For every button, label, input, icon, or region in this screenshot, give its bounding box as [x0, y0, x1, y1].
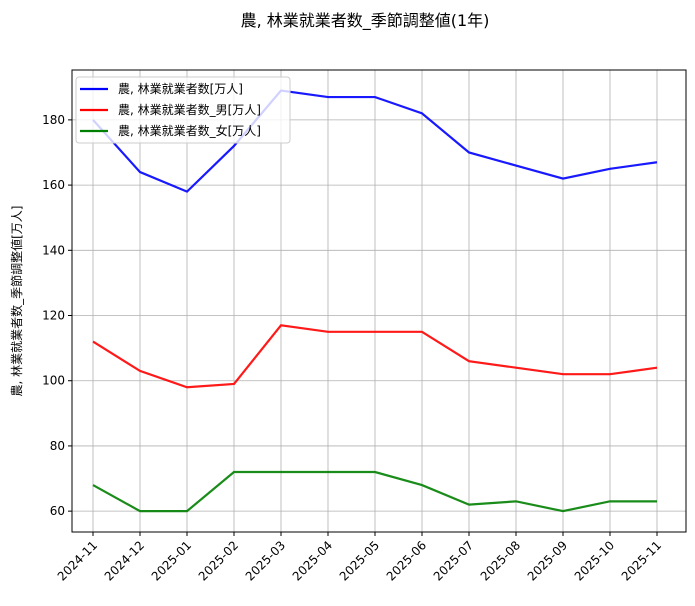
series-line-0 [92, 89, 658, 193]
x-tick-label: 2025-03 [243, 538, 288, 583]
x-tick-label: 2025-02 [196, 538, 241, 583]
series-line-1 [92, 324, 658, 389]
legend-label: 農, 林業就業者数[万人] [118, 81, 243, 96]
y-axis-label: 農, 林業就業者数_季節調整値[万人] [9, 206, 24, 397]
legend-label: 農, 林業就業者数_男[万人] [118, 102, 261, 117]
y-tick-label: 120 [42, 309, 65, 323]
y-tick-label: 80 [50, 439, 65, 453]
series-line-2 [92, 470, 657, 513]
x-tick-label: 2025-01 [149, 538, 194, 583]
x-tick-label: 2025-10 [572, 538, 617, 583]
y-tick-label: 60 [50, 504, 65, 518]
x-tick-label: 2025-07 [431, 538, 476, 583]
y-tick-label: 180 [42, 113, 65, 127]
y-tick-label: 160 [42, 178, 65, 192]
x-tick-label: 2025-06 [384, 538, 429, 583]
legend: 農, 林業就業者数[万人] 農, 林業就業者数_男[万人] 農, 林業就業者数_女[… [75, 76, 291, 144]
x-tick-label: 2025-04 [290, 538, 335, 583]
x-tick-label: 2025-11 [619, 538, 664, 583]
x-tick-label: 2024-11 [55, 538, 100, 583]
legend-label: 農, 林業就業者数_女[万人] [118, 123, 261, 138]
x-tick-label: 2024-12 [102, 538, 147, 583]
y-tick-label: 100 [42, 374, 65, 388]
x-tick-label: 2025-05 [337, 538, 382, 583]
x-tick-label: 2025-09 [525, 538, 570, 583]
y-tick-label: 140 [42, 243, 65, 257]
x-tick-label: 2025-08 [478, 538, 523, 583]
plot-frame [71, 69, 687, 533]
legend-box [75, 76, 291, 144]
chart-title: 農, 林業就業者数_季節調整値(1年) [241, 11, 490, 31]
